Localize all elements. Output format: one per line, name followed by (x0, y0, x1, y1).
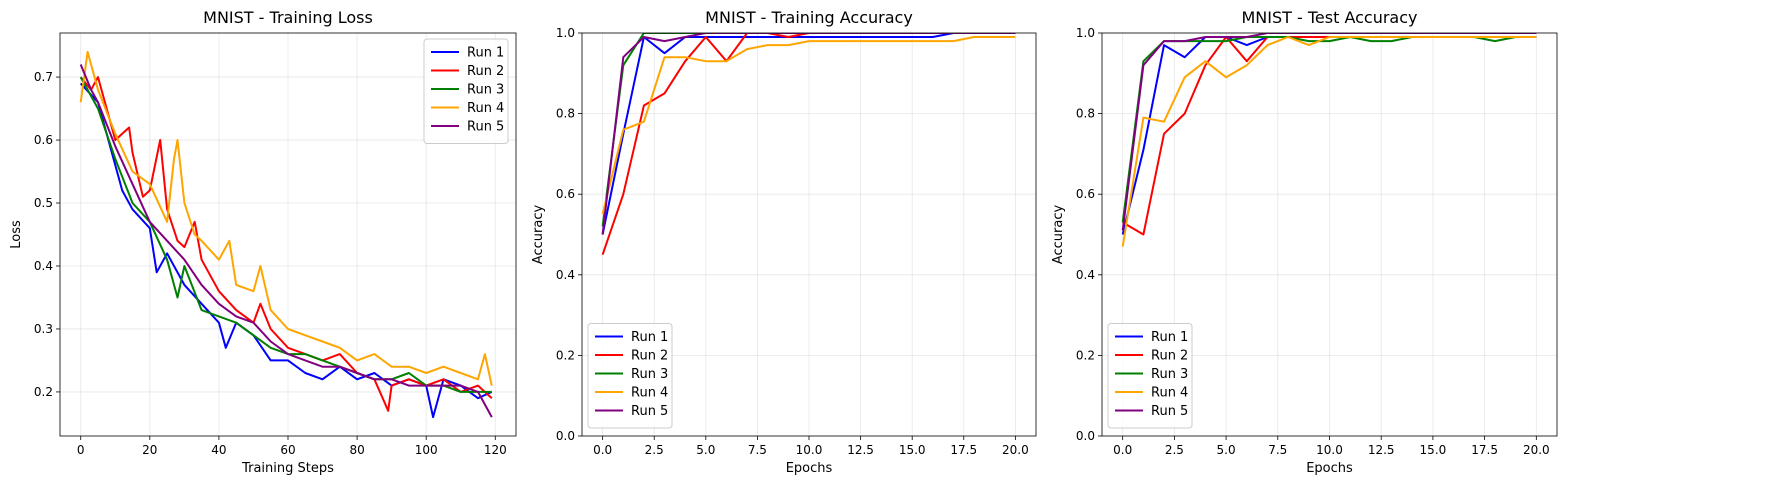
legend-label-run-1: Run 1 (631, 330, 668, 345)
x-tick-label: 100 (415, 443, 438, 457)
legend-label-run-1: Run 1 (1151, 330, 1188, 345)
x-tick-label: 5.0 (1217, 443, 1236, 457)
chart-title: MNIST - Test Accuracy (1241, 8, 1417, 27)
y-tick-label: 0.4 (556, 268, 575, 282)
x-tick-label: 120 (484, 443, 507, 457)
y-tick-label: 0.0 (556, 429, 575, 443)
x-tick-label: 2.5 (1165, 443, 1184, 457)
legend-label-run-5: Run 5 (1151, 404, 1188, 419)
legend-label-run-2: Run 2 (631, 349, 668, 364)
x-tick-label: 0.0 (1113, 443, 1132, 457)
x-tick-label: 5.0 (696, 443, 715, 457)
x-tick-label: 7.5 (1268, 443, 1287, 457)
x-tick-label: 12.5 (1368, 443, 1395, 457)
series-line-run-5 (1121, 33, 1537, 231)
series-line-run-1 (601, 33, 1016, 235)
legend: Run 1 Run 2 Run 3 Run 4 Run 5 (423, 38, 509, 144)
series-line-run-5 (79, 64, 493, 418)
legend-label-run-5: Run 5 (467, 120, 504, 135)
legend-box (423, 38, 509, 144)
chart-title: MNIST - Training Loss (203, 8, 373, 27)
x-tick-label: 10.0 (796, 443, 823, 457)
x-tick-label: 17.5 (1471, 443, 1498, 457)
y-tick-label: 0.4 (34, 259, 53, 273)
x-tick-label: 20.0 (1002, 443, 1029, 457)
legend-label-run-3: Run 3 (467, 83, 504, 98)
series-line-run-2 (601, 33, 1016, 256)
chart-panel-3: 0.0 2.5 5.0 7.5 10.0 12.5 15.0 17.5 20.0 0.0 0.2 0.… (1051, 8, 1558, 476)
y-tick-label: 0.6 (34, 133, 53, 147)
legend: Run 1 Run 2 Run 3 Run 4 Run 5 (587, 323, 673, 429)
series-group (601, 33, 1016, 256)
x-tick-label: 15.0 (899, 443, 926, 457)
x-tick-label: 80 (349, 443, 364, 457)
legend-box (1107, 323, 1193, 429)
series-group (1121, 33, 1537, 247)
legend-box (587, 323, 673, 429)
y-tick-label: 0.6 (556, 187, 575, 201)
x-tick-label: 10.0 (1316, 443, 1343, 457)
x-axis-label: Training Steps (241, 461, 334, 476)
x-tick-label: 40 (211, 443, 226, 457)
x-tick-label: 0 (77, 443, 85, 457)
x-axis-label: Epochs (1306, 461, 1353, 476)
y-tick-label: 0.8 (556, 107, 575, 121)
x-tick-label: 12.5 (847, 443, 874, 457)
y-axis-label: Loss (9, 220, 24, 249)
series-line-run-4 (79, 50, 493, 386)
y-tick-label: 0.2 (34, 385, 53, 399)
legend-label-run-4: Run 4 (1151, 386, 1188, 401)
chart-panel-1: 0 20 40 60 80 100 120 0.2 0.3 0.4 0.5 0.6 0.7 MNIST -… (9, 8, 517, 476)
legend-label-run-4: Run 4 (631, 386, 668, 401)
x-tick-label: 7.5 (748, 443, 767, 457)
y-tick-label: 0.3 (34, 322, 53, 336)
legend-label-run-2: Run 2 (467, 64, 504, 79)
legend-label-run-3: Run 3 (631, 367, 668, 382)
y-tick-label: 1.0 (1076, 26, 1095, 40)
y-tick-label: 0.6 (1076, 187, 1095, 201)
series-line-run-1 (79, 82, 493, 419)
y-tick-label: 0.8 (1076, 107, 1095, 121)
y-tick-label: 0.2 (556, 348, 575, 362)
legend-label-run-4: Run 4 (467, 101, 504, 116)
y-tick-label: 1.0 (556, 26, 575, 40)
x-tick-label: 20 (142, 443, 157, 457)
chart-title: MNIST - Training Accuracy (705, 8, 913, 27)
series-line-run-4 (601, 36, 1016, 215)
x-tick-label: 17.5 (950, 443, 977, 457)
x-tick-label: 60 (280, 443, 295, 457)
x-tick-label: 2.5 (645, 443, 664, 457)
legend: Run 1 Run 2 Run 3 Run 4 Run 5 (1107, 323, 1193, 429)
y-tick-label: 0.0 (1076, 429, 1095, 443)
series-line-run-5 (601, 33, 1016, 235)
series-line-run-3 (79, 76, 492, 393)
legend-label-run-1: Run 1 (467, 46, 504, 61)
x-tick-label: 0.0 (593, 443, 612, 457)
x-axis-label: Epochs (786, 461, 833, 476)
y-tick-label: 0.2 (1076, 348, 1095, 362)
y-axis-label: Accuracy (1051, 205, 1066, 265)
chart-panel-2: 0.0 2.5 5.0 7.5 10.0 12.5 15.0 17.5 20.0 0.0 0.2 0.… (531, 8, 1037, 476)
y-tick-label: 0.7 (34, 70, 53, 84)
legend-label-run-5: Run 5 (631, 404, 668, 419)
x-tick-label: 15.0 (1420, 443, 1447, 457)
series-group (79, 50, 493, 419)
y-tick-label: 0.5 (34, 196, 53, 210)
y-axis-label: Accuracy (531, 205, 546, 265)
series-line-run-4 (1121, 36, 1537, 247)
y-tick-label: 0.4 (1076, 268, 1095, 282)
x-tick-label: 20.0 (1523, 443, 1550, 457)
legend-label-run-3: Run 3 (1151, 367, 1188, 382)
legend-label-run-2: Run 2 (1151, 349, 1188, 364)
